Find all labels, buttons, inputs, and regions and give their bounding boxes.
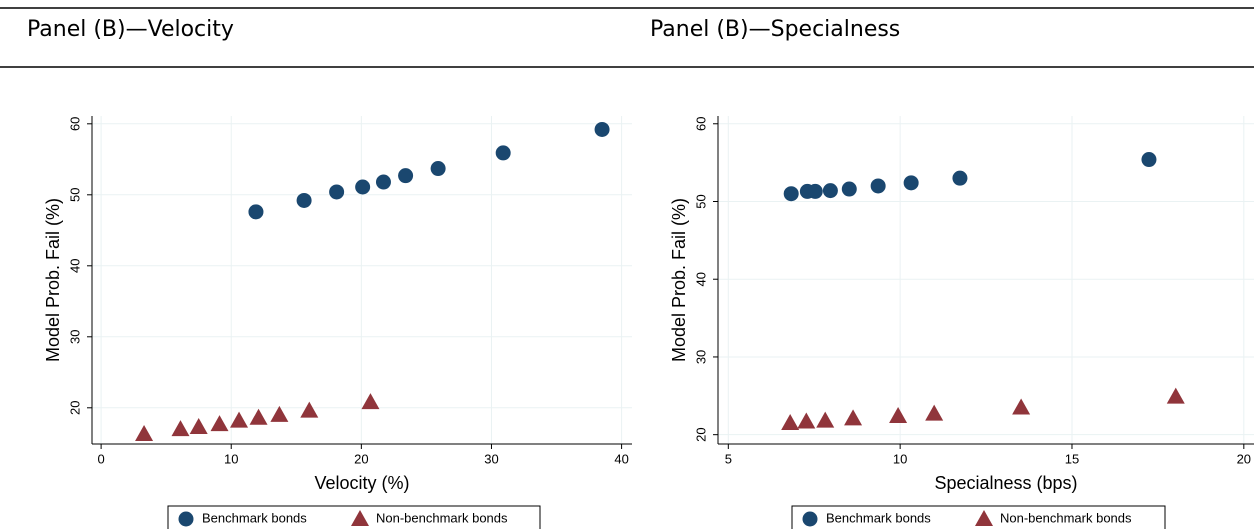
data-point bbox=[816, 411, 835, 428]
data-point bbox=[135, 425, 154, 442]
x-tick-label: 15 bbox=[1065, 451, 1079, 466]
data-point bbox=[171, 420, 190, 437]
data-point bbox=[296, 192, 312, 208]
data-point bbox=[249, 408, 268, 425]
legend-marker bbox=[178, 511, 194, 527]
data-point bbox=[375, 174, 391, 190]
data-point bbox=[361, 393, 380, 410]
data-point bbox=[841, 181, 857, 197]
data-point bbox=[398, 168, 414, 184]
data-point bbox=[925, 404, 944, 421]
y-tick-label: 40 bbox=[693, 272, 708, 286]
legend-marker bbox=[975, 510, 993, 526]
y-tick-label: 60 bbox=[693, 117, 708, 131]
x-tick-label: 30 bbox=[484, 451, 498, 466]
data-point bbox=[355, 179, 371, 195]
data-point bbox=[210, 415, 229, 432]
data-point bbox=[844, 409, 863, 426]
data-point bbox=[807, 183, 823, 199]
data-point bbox=[903, 175, 919, 191]
y-tick-label: 50 bbox=[67, 188, 82, 202]
legend-marker bbox=[802, 511, 818, 527]
legend-label: Non-benchmark bonds bbox=[376, 510, 508, 525]
legend-marker bbox=[351, 510, 369, 526]
data-point bbox=[300, 401, 319, 418]
x-tick-label: 20 bbox=[354, 451, 368, 466]
data-point bbox=[329, 184, 345, 200]
legend-label: Benchmark bonds bbox=[826, 510, 931, 525]
x-tick-label: 10 bbox=[893, 451, 907, 466]
x-axis-title: Specialness (bps) bbox=[934, 473, 1077, 493]
x-tick-label: 10 bbox=[224, 451, 238, 466]
data-point bbox=[430, 161, 446, 177]
legend-label: Non-benchmark bonds bbox=[1000, 510, 1132, 525]
data-point bbox=[781, 414, 800, 431]
data-point bbox=[230, 411, 249, 428]
y-tick-label: 40 bbox=[67, 259, 82, 273]
x-tick-label: 20 bbox=[1237, 451, 1251, 466]
x-tick-label: 40 bbox=[614, 451, 628, 466]
data-point bbox=[1141, 152, 1157, 168]
data-point bbox=[189, 417, 208, 434]
data-point bbox=[870, 178, 886, 194]
legend-box bbox=[791, 505, 1166, 529]
data-point bbox=[248, 204, 264, 220]
y-axis-title: Model Prob. Fail (%) bbox=[669, 198, 689, 362]
x-tick-label: 5 bbox=[725, 451, 732, 466]
legend-box bbox=[167, 505, 541, 529]
panel-title: Panel (B)—Velocity bbox=[27, 17, 234, 42]
data-point bbox=[797, 412, 816, 429]
y-tick-label: 60 bbox=[67, 117, 82, 131]
x-tick-label: 0 bbox=[97, 451, 104, 466]
data-point bbox=[783, 186, 799, 202]
data-point bbox=[495, 145, 511, 161]
y-tick-label: 50 bbox=[693, 194, 708, 208]
y-tick-label: 30 bbox=[693, 350, 708, 364]
y-axis-title: Model Prob. Fail (%) bbox=[43, 198, 63, 362]
panel-title: Panel (B)—Specialness bbox=[650, 17, 900, 42]
data-point bbox=[822, 183, 838, 199]
data-point bbox=[594, 121, 610, 137]
legend-label: Benchmark bonds bbox=[202, 510, 307, 525]
data-point bbox=[952, 170, 968, 186]
x-axis-title: Velocity (%) bbox=[314, 473, 409, 493]
data-point bbox=[889, 407, 908, 424]
y-tick-label: 20 bbox=[67, 401, 82, 415]
data-point bbox=[1166, 387, 1185, 404]
data-point bbox=[1012, 398, 1031, 415]
data-point bbox=[270, 405, 289, 422]
y-tick-label: 30 bbox=[67, 330, 82, 344]
y-tick-label: 20 bbox=[693, 427, 708, 441]
